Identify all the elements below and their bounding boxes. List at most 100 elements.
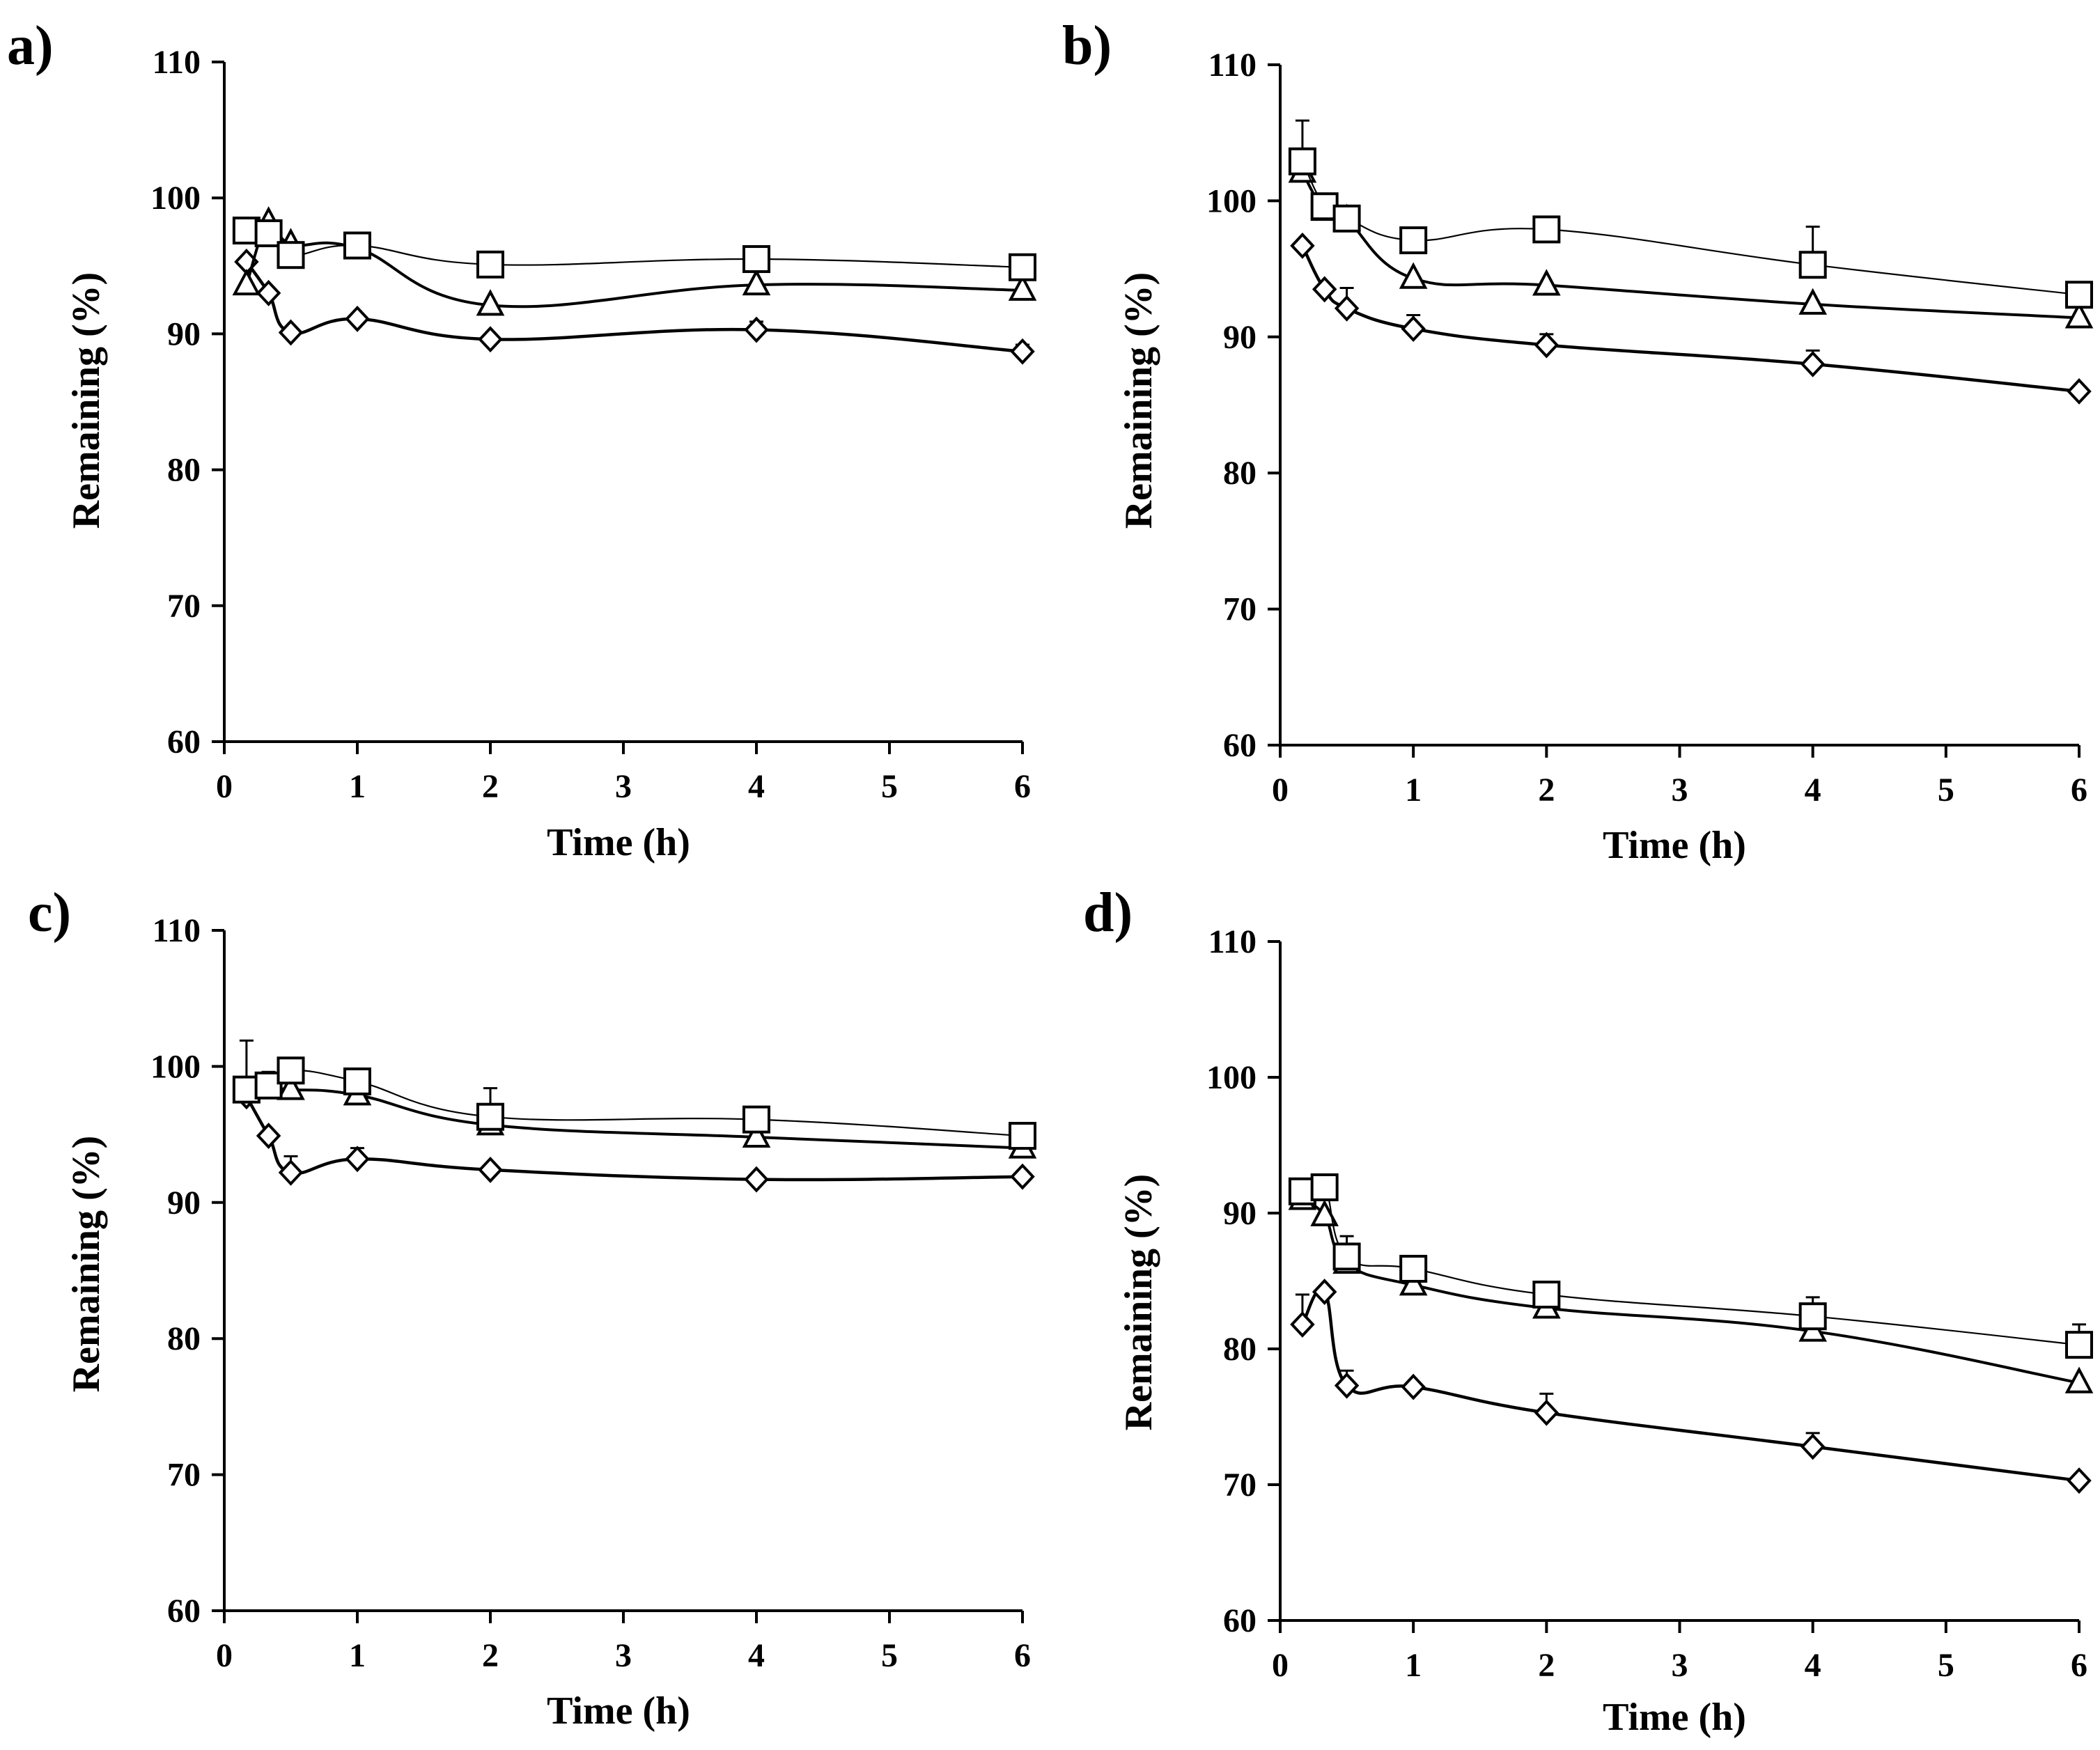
x-tick-label-c: 2 (482, 1637, 499, 1674)
x-tick-label-c: 5 (881, 1637, 898, 1674)
marker-diamond-c (278, 1159, 304, 1186)
panel-label-a: a) (7, 15, 54, 77)
marker-diamond-d (1312, 1279, 1337, 1306)
marker-triangle-a (232, 268, 261, 296)
y-axis-title-c: Remaining (%) (65, 1136, 108, 1393)
x-tick-label-d: 2 (1538, 1647, 1555, 1684)
marker-diamond-d (1401, 1373, 1426, 1400)
marker-diamond-c (744, 1166, 769, 1193)
marker-square-a (742, 245, 770, 274)
marker-diamond-a (256, 279, 281, 306)
marker-square-d (1332, 1242, 1361, 1271)
y-tick-label-b: 70 (1223, 591, 1257, 628)
panel-d: d) Time (h) Remaining (%) 60708090100110… (1083, 882, 2094, 1739)
marker-triangle-a (742, 268, 771, 296)
x-tick-label-a: 2 (482, 768, 499, 805)
series-line-diamond-b (1300, 244, 2080, 393)
x-axis-title-d: Time (h) (1603, 1696, 1746, 1739)
y-tick-label-c: 60 (167, 1593, 201, 1630)
series-line-diamond-a (245, 260, 1023, 354)
marker-diamond-a (1010, 338, 1035, 365)
marker-diamond-b (1401, 315, 1426, 343)
y-tick-label-a: 110 (153, 44, 201, 81)
y-tick-label-d: 80 (1223, 1331, 1257, 1368)
marker-square-d (1310, 1173, 1339, 1201)
marker-square-b (1532, 215, 1561, 244)
y-tick-label-d: 100 (1206, 1059, 1257, 1096)
marker-diamond-c (345, 1146, 370, 1173)
marker-diamond-c (256, 1123, 281, 1149)
marker-triangle-d (1310, 1199, 1339, 1226)
y-axis-title-d: Remaining (%) (1117, 1174, 1160, 1431)
marker-diamond-b (1800, 350, 1826, 377)
marker-triangle-a (476, 289, 505, 316)
marker-square-b (1399, 226, 1428, 255)
marker-diamond-d (1534, 1399, 1560, 1426)
panel-label-d: d) (1083, 882, 1133, 944)
marker-triangle-b (1798, 288, 1827, 315)
y-tick-label-d: 70 (1223, 1467, 1257, 1503)
marker-triangle-a (1008, 274, 1037, 301)
x-tick-label-b: 1 (1405, 772, 1422, 808)
marker-diamond-b (2067, 378, 2092, 405)
marker-triangle-c (742, 1120, 771, 1148)
y-tick-label-b: 80 (1223, 455, 1257, 492)
y-tick-label-a: 80 (167, 452, 201, 489)
y-tick-label-a: 70 (167, 588, 201, 625)
marker-square-c (343, 1067, 371, 1095)
x-tick-label-b: 0 (1272, 772, 1289, 808)
x-tick-label-c: 3 (615, 1637, 632, 1674)
panel-a: a) Time (h) Remaining (%) 60708090100110… (7, 15, 1037, 864)
y-axis-title-b: Remaining (%) (1117, 272, 1160, 529)
marker-square-a (277, 241, 305, 269)
marker-diamond-d (1334, 1372, 1360, 1399)
x-axis-title-b: Time (h) (1603, 824, 1746, 867)
y-axis-title-a: Remaining (%) (65, 272, 108, 529)
marker-diamond-a (278, 319, 304, 346)
marker-triangle-d (1399, 1269, 1428, 1296)
x-tick-label-b: 5 (1938, 772, 1954, 808)
marker-diamond-d (1290, 1311, 1315, 1338)
marker-square-c (476, 1102, 504, 1131)
panel-c: c) Time (h) Remaining (%) 60708090100110… (28, 882, 1037, 1733)
marker-square-b (1332, 204, 1361, 233)
series-line-diamond-c (244, 1095, 1023, 1182)
x-tick-label-d: 6 (2071, 1647, 2087, 1684)
panel-label-c: c) (28, 882, 71, 944)
series-line-triangle-d (1301, 1198, 2080, 1384)
y-tick-label-c: 110 (153, 912, 201, 949)
marker-square-d (1798, 1302, 1827, 1331)
x-tick-label-b: 2 (1538, 772, 1555, 808)
y-tick-label-a: 60 (167, 724, 201, 760)
marker-square-d (1532, 1281, 1561, 1308)
marker-square-c (742, 1105, 770, 1134)
y-tick-label-b: 60 (1223, 727, 1257, 764)
marker-square-c (1009, 1122, 1036, 1150)
y-tick-label-c: 80 (167, 1320, 201, 1357)
marker-diamond-b (1312, 276, 1337, 303)
panel-label-b: b) (1062, 15, 1112, 77)
marker-square-b (1798, 251, 1827, 279)
marker-triangle-c (277, 1073, 305, 1100)
y-tick-label-a: 100 (150, 180, 201, 217)
marker-triangle-d (2064, 1366, 2094, 1393)
marker-square-a (476, 250, 504, 279)
marker-square-a (343, 231, 371, 260)
y-tick-label-d: 90 (1223, 1195, 1257, 1232)
x-tick-label-c: 0 (216, 1637, 233, 1674)
marker-diamond-d (1800, 1433, 1826, 1460)
marker-diamond-c (478, 1156, 503, 1183)
y-tick-label-c: 70 (167, 1457, 201, 1494)
marker-square-b (2065, 281, 2093, 309)
x-tick-label-b: 3 (1672, 772, 1688, 808)
panel-b: b) Time (h) Remaining (%) 60708090100110… (1062, 15, 2094, 867)
marker-square-b (1288, 147, 1316, 175)
marker-diamond-d (2067, 1467, 2092, 1494)
x-tick-label-d: 5 (1938, 1647, 1954, 1684)
marker-diamond-a (345, 306, 370, 332)
marker-square-d (1399, 1254, 1428, 1283)
y-tick-label-b: 110 (1208, 47, 1257, 84)
x-tick-label-a: 3 (615, 768, 632, 805)
y-tick-label-d: 110 (1208, 923, 1257, 960)
